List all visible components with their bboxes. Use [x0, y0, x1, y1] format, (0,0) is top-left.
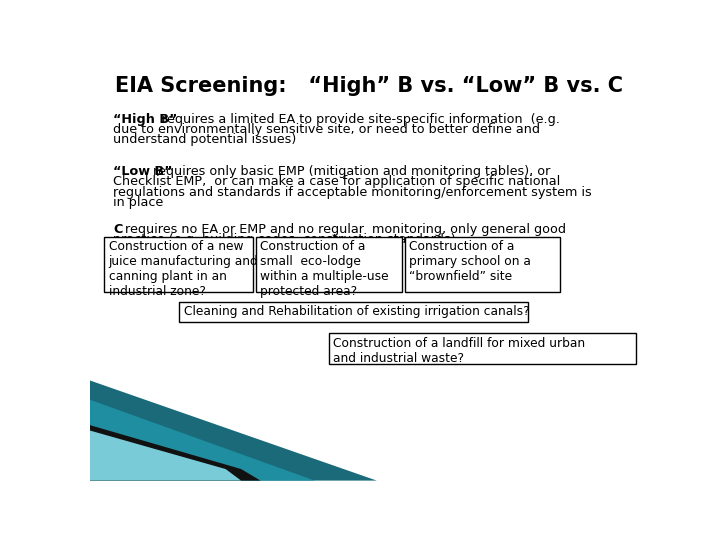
Text: Checklist EMP,  or can make a case for application of specific national: Checklist EMP, or can make a case for ap…: [113, 176, 560, 188]
Polygon shape: [90, 400, 315, 481]
Text: Cleaning and Rehabilitation of existing irrigation canals?: Cleaning and Rehabilitation of existing …: [184, 305, 529, 318]
FancyBboxPatch shape: [329, 333, 636, 363]
Text: requires only basic EMP (mitigation and monitoring tables), or: requires only basic EMP (mitigation and …: [149, 165, 550, 178]
Text: understand potential issues): understand potential issues): [113, 133, 297, 146]
Polygon shape: [90, 381, 377, 481]
Polygon shape: [90, 430, 241, 481]
Text: practice (e.g. building codes, construction standards): practice (e.g. building codes, construct…: [113, 233, 456, 246]
FancyBboxPatch shape: [104, 237, 253, 292]
Text: “Low B”: “Low B”: [113, 165, 173, 178]
Polygon shape: [90, 425, 261, 481]
Text: Construction of a
small  eco-lodge
within a multiple-use
protected area?: Construction of a small eco-lodge within…: [261, 240, 389, 299]
Text: regulations and standards if acceptable monitoring/enforcement system is: regulations and standards if acceptable …: [113, 186, 592, 199]
Text: in place: in place: [113, 196, 163, 209]
Text: EIA Screening:   “High” B vs. “Low” B vs. C: EIA Screening: “High” B vs. “Low” B vs. …: [115, 76, 623, 96]
Text: Construction of a landfill for mixed urban
and industrial waste?: Construction of a landfill for mixed urb…: [333, 336, 585, 365]
FancyBboxPatch shape: [179, 302, 528, 322]
Text: Construction of a new
juice manufacturing and
canning plant in an
industrial zon: Construction of a new juice manufacturin…: [109, 240, 258, 299]
Text: requires a limited EA to provide site-specific information  (e.g.: requires a limited EA to provide site-sp…: [153, 112, 559, 125]
Text: due to environmentally sensitive site, or need to better define and: due to environmentally sensitive site, o…: [113, 123, 540, 136]
Text: requires no EA or EMP and no regular  monitoring, only general good: requires no EA or EMP and no regular mon…: [121, 222, 566, 235]
Text: “High B”: “High B”: [113, 112, 178, 125]
FancyBboxPatch shape: [256, 237, 402, 292]
Text: C: C: [113, 222, 122, 235]
Text: Construction of a
primary school on a
“brownfield” site: Construction of a primary school on a “b…: [409, 240, 531, 284]
FancyBboxPatch shape: [405, 237, 559, 292]
